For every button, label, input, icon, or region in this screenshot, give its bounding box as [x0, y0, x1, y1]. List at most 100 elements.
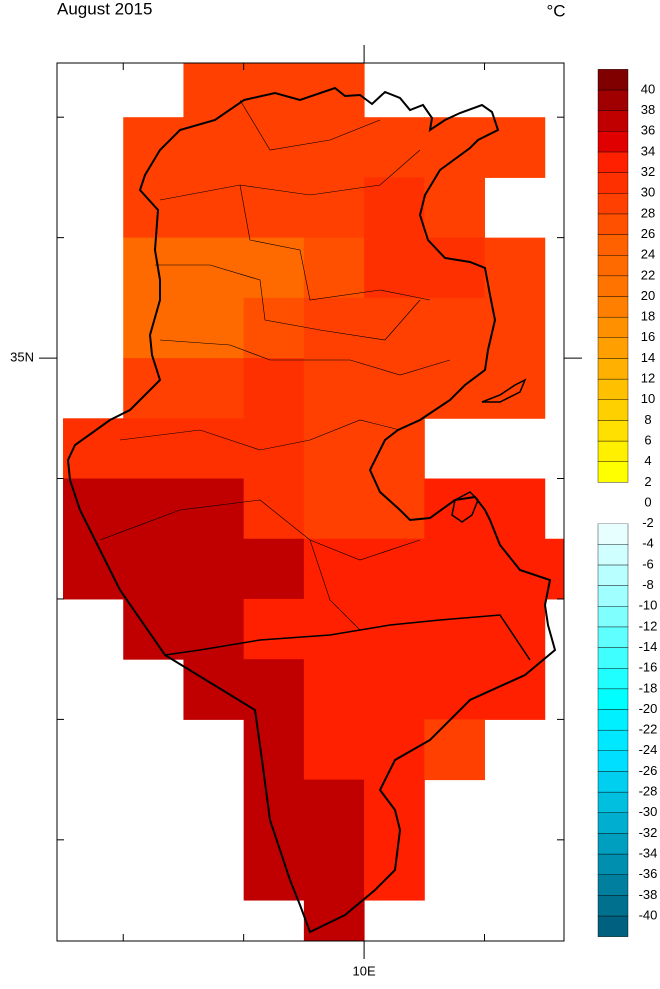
colorbar-swatch	[597, 69, 629, 91]
grid-cell	[183, 659, 245, 720]
grid-cell	[303, 538, 365, 600]
grid-cell	[243, 418, 305, 480]
colorbar-label: 22	[641, 267, 655, 282]
colorbar-label: 8	[644, 412, 651, 427]
grid-cell	[183, 297, 245, 359]
colorbar-swatch	[597, 131, 629, 153]
colorbar-label: 4	[644, 453, 651, 468]
colorbar-swatch	[597, 647, 629, 669]
grid-cell	[364, 297, 425, 359]
grid-cell	[424, 659, 486, 720]
grid-cell	[424, 358, 486, 419]
grid-cell	[303, 598, 365, 660]
grid-cell	[484, 598, 546, 660]
grid-cell	[424, 297, 486, 359]
grid-cell	[484, 358, 546, 419]
grid-cell	[243, 358, 305, 419]
colorbar-label: 12	[641, 371, 655, 386]
colorbar-label: -4	[642, 536, 654, 551]
grid-cells	[63, 63, 564, 941]
grid-cell	[303, 177, 365, 239]
colorbar-swatch	[597, 564, 629, 586]
grid-cell	[424, 117, 486, 178]
x-tick-label: 10E	[353, 963, 376, 978]
colorbar-label: 36	[641, 123, 655, 138]
colorbar-swatch	[597, 544, 629, 566]
map-frame	[56, 62, 565, 942]
grid-cell	[424, 478, 486, 540]
colorbar-swatch	[597, 275, 629, 297]
grid-cell	[123, 538, 184, 600]
grid-cell	[303, 297, 365, 359]
grid-cell	[484, 297, 546, 359]
grid-cell	[364, 237, 425, 299]
grid-cell	[183, 418, 245, 480]
colorbar-label: -16	[639, 660, 658, 675]
colorbar-label: -14	[639, 639, 658, 654]
grid-cell	[243, 478, 305, 540]
grid-cell	[183, 237, 245, 299]
colorbar-swatch	[597, 606, 629, 628]
colorbar-label: 0	[644, 494, 651, 509]
colorbar-label: -8	[642, 577, 654, 592]
grid-cell	[364, 598, 425, 660]
grid-cell	[424, 177, 486, 239]
colorbar-swatch	[597, 234, 629, 256]
colorbar-swatch	[597, 895, 629, 917]
colorbar-label: -38	[639, 887, 658, 902]
colorbar: -40-38-36-34-32-30-28-26-24-22-20-18-16-…	[597, 69, 658, 937]
colorbar-label: 26	[641, 226, 655, 241]
grid-cell	[183, 358, 245, 419]
colorbar-swatch	[597, 915, 629, 937]
colorbar-label: 38	[641, 102, 655, 117]
colorbar-swatch	[597, 440, 629, 462]
y-tick-label: 35N	[10, 350, 34, 365]
grid-cell	[123, 297, 184, 359]
colorbar-swatch	[597, 729, 629, 752]
colorbar-label: -34	[639, 845, 658, 860]
colorbar-swatch	[597, 172, 629, 194]
grid-cell	[364, 478, 425, 540]
grid-cell	[364, 719, 425, 781]
colorbar-label: 10	[641, 391, 655, 406]
grid-cell	[183, 117, 245, 178]
grid-cell	[243, 237, 305, 299]
grid-cell	[243, 659, 305, 720]
colorbar-label: -40	[639, 907, 658, 922]
grid-cell	[123, 237, 184, 299]
grid-cell	[303, 779, 365, 841]
colorbar-label: -28	[639, 784, 658, 799]
grid-cell	[243, 719, 305, 781]
colorbar-swatch	[597, 461, 629, 483]
grid-cell	[123, 177, 184, 239]
colorbar-swatch	[597, 668, 629, 690]
colorbar-label: 2	[644, 474, 651, 489]
grid-cell	[303, 719, 365, 781]
colorbar-swatch	[597, 254, 629, 277]
grid-cell	[243, 598, 305, 660]
colorbar-swatch	[597, 812, 629, 834]
colorbar-label: -10	[639, 598, 658, 613]
grid-cell	[123, 358, 184, 419]
colorbar-swatch	[597, 688, 629, 710]
colorbar-label: -18	[639, 680, 658, 695]
colorbar-label: 30	[641, 185, 655, 200]
colorbar-swatch	[597, 585, 629, 607]
grid-cell	[183, 63, 245, 118]
country-outline	[66, 86, 557, 934]
colorbar-swatch	[597, 750, 629, 772]
grid-cell	[63, 418, 124, 480]
grid-cell	[484, 237, 546, 299]
grid-cell	[123, 418, 184, 480]
colorbar-swatch	[597, 296, 629, 318]
island	[481, 378, 527, 403]
grid-cell	[364, 538, 425, 600]
grid-cell	[364, 177, 425, 239]
colorbar-label: -32	[639, 825, 658, 840]
grid-cell	[243, 297, 305, 359]
colorbar-label: -30	[639, 804, 658, 819]
colorbar-label: 24	[641, 247, 655, 262]
colorbar-label: 28	[641, 205, 655, 220]
colorbar-label: -2	[642, 515, 654, 530]
